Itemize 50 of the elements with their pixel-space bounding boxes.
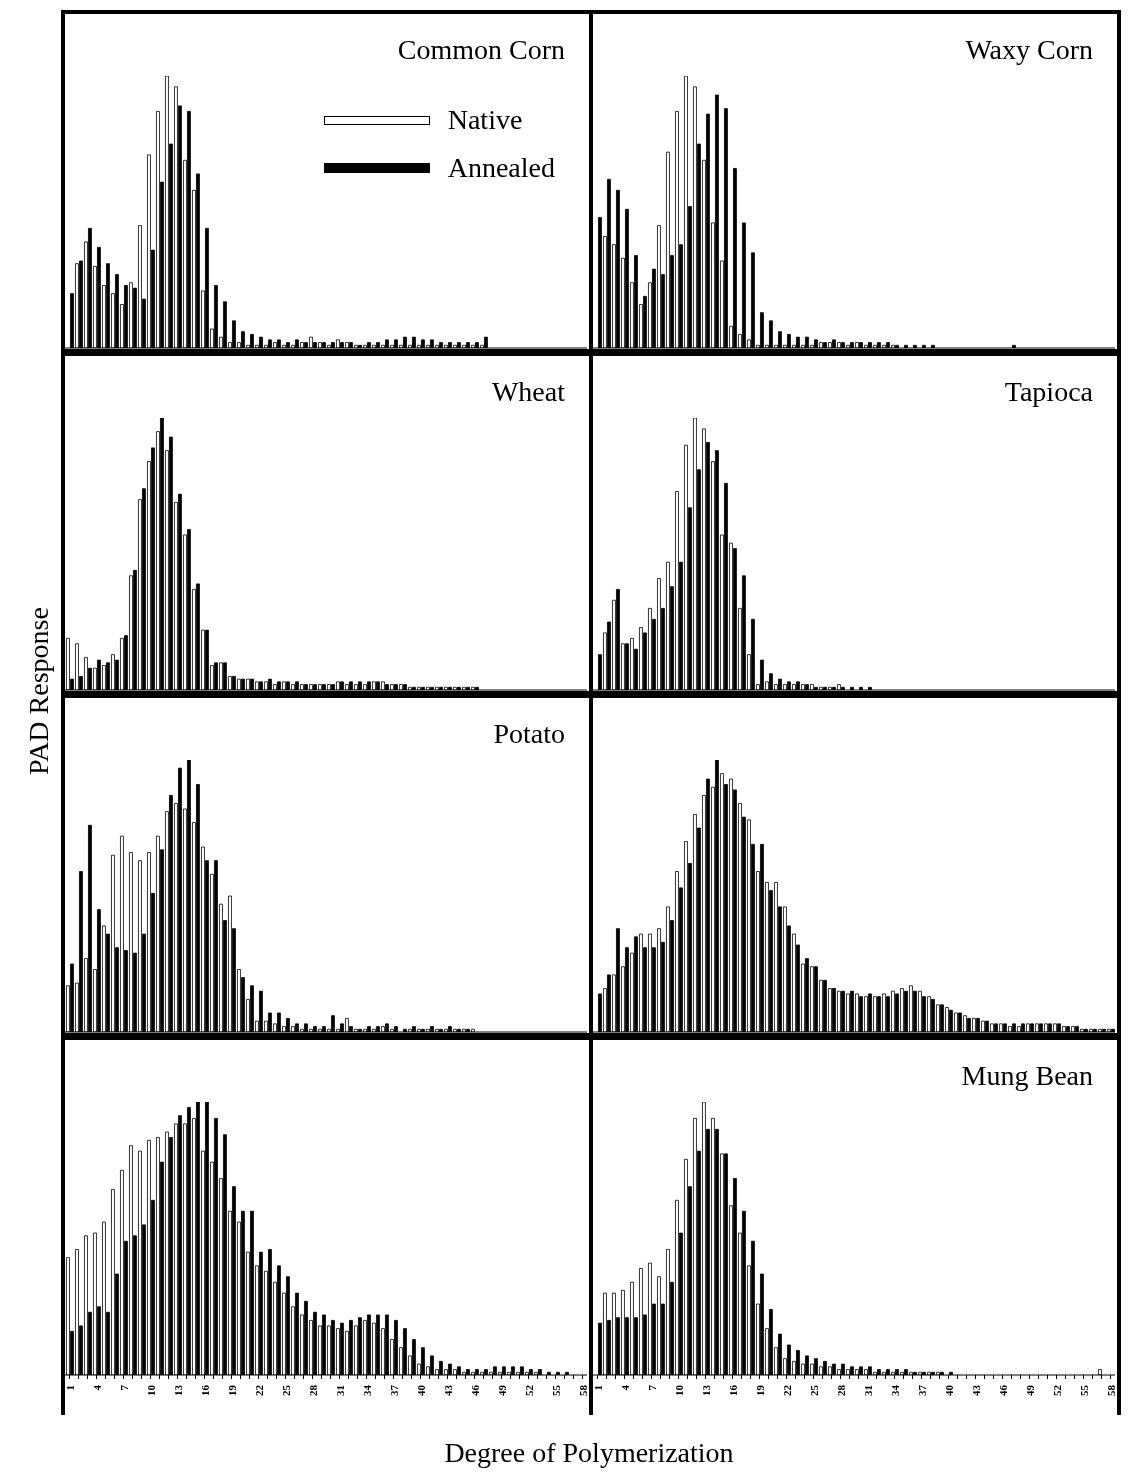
x-tick-label: 13 xyxy=(171,1384,184,1396)
x-tick-label: 31 xyxy=(333,1385,346,1396)
x-tick-label: 34 xyxy=(360,1384,373,1396)
legend-label: Annealed xyxy=(447,152,555,184)
x-tick-label: 7 xyxy=(645,1384,658,1391)
chart-title: Wheat xyxy=(491,376,565,408)
x-tick-label: 58 xyxy=(1104,1384,1117,1396)
chart-title: Mung Bean xyxy=(961,1060,1093,1092)
x-tick-label: 46 xyxy=(996,1384,1009,1396)
x-tick-label: 43 xyxy=(441,1384,454,1396)
x-tick-label: 46 xyxy=(468,1384,481,1396)
x-tick-label: 1 xyxy=(591,1385,604,1391)
chart-title: Potato xyxy=(493,718,565,750)
x-tick-label: 22 xyxy=(780,1384,793,1396)
x-tick-label: 13 xyxy=(699,1384,712,1396)
x-tick-label: 16 xyxy=(198,1384,211,1396)
x-tick-label: 34 xyxy=(888,1384,901,1396)
x-tick-label: 25 xyxy=(279,1384,292,1396)
x-tick-label: 4 xyxy=(90,1384,103,1391)
x-tick-label: 40 xyxy=(942,1384,955,1396)
x-tick-label: 25 xyxy=(807,1384,820,1396)
x-tick-label: 19 xyxy=(225,1384,238,1396)
chart-title: Common Corn xyxy=(397,34,565,66)
x-tick-label: 28 xyxy=(306,1384,319,1396)
legend-label: Native xyxy=(447,104,523,136)
x-tick-label: 52 xyxy=(1050,1384,1063,1396)
x-tick-label: 10 xyxy=(672,1384,685,1396)
x-tick-label: 22 xyxy=(252,1384,265,1396)
x-tick-label: 49 xyxy=(495,1384,508,1396)
x-tick-label: 37 xyxy=(387,1384,400,1396)
x-tick-label: 55 xyxy=(549,1384,562,1396)
x-tick-label: 49 xyxy=(1023,1384,1036,1396)
chart-title: Tapioca xyxy=(1004,376,1093,408)
x-axis-title: Degree of Polymerization xyxy=(443,1437,735,1469)
y-axis-title: PAD Response xyxy=(23,607,55,775)
x-tick-label: 10 xyxy=(144,1384,157,1396)
x-tick-label: 55 xyxy=(1077,1384,1090,1396)
x-tick-label: 37 xyxy=(915,1384,928,1396)
x-tick-label: 7 xyxy=(117,1384,130,1391)
x-tick-label: 40 xyxy=(414,1384,427,1396)
x-tick-label: 19 xyxy=(753,1384,766,1396)
x-tick-label: 31 xyxy=(861,1385,874,1396)
chart-title: Waxy Corn xyxy=(965,34,1093,66)
x-tick-label: 4 xyxy=(618,1384,631,1391)
x-tick-label: 43 xyxy=(969,1384,982,1396)
x-tick-label: 28 xyxy=(834,1384,847,1396)
x-tick-label: 1 xyxy=(63,1385,76,1391)
x-tick-label: 16 xyxy=(726,1384,739,1396)
x-tick-label: 58 xyxy=(576,1384,589,1396)
x-tick-label: 52 xyxy=(522,1384,535,1396)
